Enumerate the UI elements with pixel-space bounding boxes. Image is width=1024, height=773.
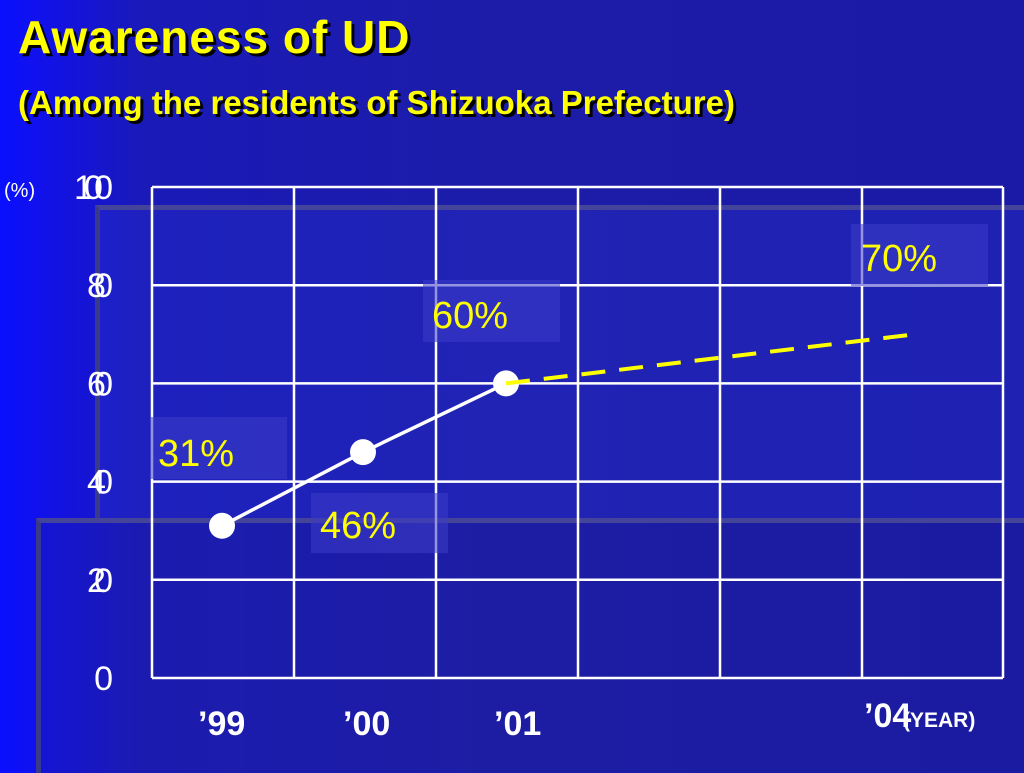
y-tick-label: 80 <box>87 267 113 305</box>
projection-line <box>505 332 916 386</box>
x-tick-label: ’04 <box>864 697 911 735</box>
x-tick-label: ’01 <box>494 705 541 743</box>
data-label: 70% <box>861 238 937 280</box>
data-label-box <box>311 493 448 553</box>
data-label: 31% <box>158 433 234 475</box>
background-panel-bottom <box>36 518 1024 773</box>
data-labels: 31% 46% 60% 70% <box>150 224 988 553</box>
x-tick-label: ’00 <box>343 705 390 743</box>
data-label: 46% <box>320 505 396 547</box>
y-axis-ticks: 0 20 40 60 80 100 <box>74 169 113 698</box>
data-point <box>209 512 235 539</box>
data-label-box <box>851 224 988 286</box>
y-tick-label: 0 <box>94 660 113 698</box>
y-tick-label: 20 <box>87 562 113 600</box>
data-label-box <box>423 280 560 342</box>
y-tick-label: 100 <box>74 169 113 207</box>
slide-subtitle: (Among the residents of Shizuoka Prefect… <box>18 84 735 121</box>
data-point <box>350 439 376 466</box>
data-label: 60% <box>432 295 508 337</box>
y-tick-label: 60 <box>87 365 113 403</box>
x-tick-label: ’99 <box>198 705 245 743</box>
x-axis-unit: (YEAR) <box>903 709 975 732</box>
slide-title: Awareness of UD <box>18 11 411 63</box>
data-label-box <box>150 417 287 479</box>
y-axis-unit: (%) <box>4 180 35 202</box>
chart-series <box>209 332 916 539</box>
y-tick-label: 40 <box>87 464 113 502</box>
x-axis-ticks: ’99 ’00 ’01 ’04 <box>198 697 911 743</box>
